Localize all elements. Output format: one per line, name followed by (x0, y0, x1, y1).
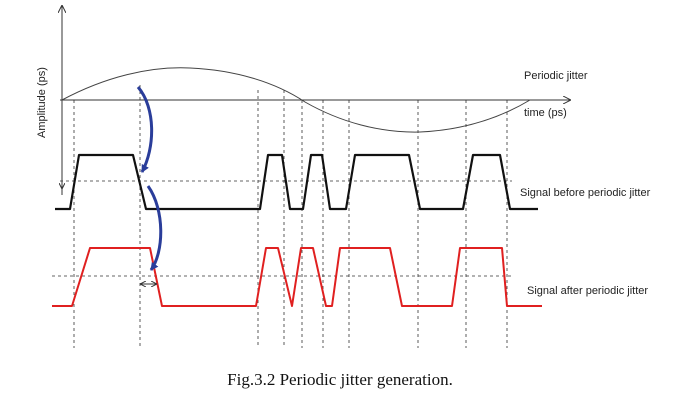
jitter-transfer-arrow-2 (146, 185, 163, 271)
signal-after-label: Signal after periodic jitter (527, 285, 648, 297)
guide-lines (73, 85, 508, 348)
signal-after-waveform (52, 247, 542, 307)
figure-caption: Fig.3.2 Periodic jitter generation. (227, 370, 453, 389)
periodic-jitter-curve (61, 67, 531, 133)
signal-before-waveform (55, 153, 538, 211)
jitter-transfer-arrow-1 (136, 86, 154, 173)
y-axis-label: Amplitude (ps) (36, 67, 48, 138)
signal-before-label: Signal before periodic jitter (520, 187, 651, 199)
periodic-jitter-label: Periodic jitter (524, 70, 588, 82)
x-axis-label: time (ps) (524, 107, 567, 119)
